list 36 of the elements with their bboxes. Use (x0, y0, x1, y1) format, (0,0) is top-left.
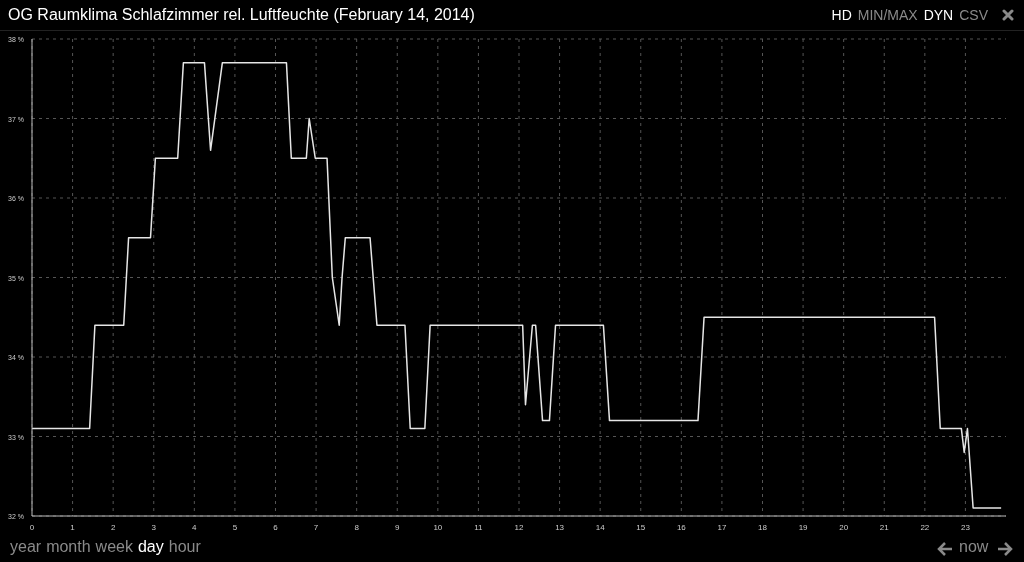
text: now (959, 538, 989, 556)
chart-title: OG Raumklima Schlafzimmer rel. Luftfeuchte (February 14, 2014) (8, 6, 475, 24)
x-tick-label: 2 (110, 522, 116, 532)
x-tick-label: 19 (798, 522, 809, 532)
text: CSV (959, 7, 988, 23)
x-tick-label: 7 (313, 522, 319, 532)
x-tick-label: 14 (595, 522, 606, 532)
text: month (46, 538, 91, 556)
x-tick-label: 9 (395, 522, 401, 532)
x-tick-label: 4 (192, 522, 198, 532)
text: hour (168, 538, 201, 556)
x-tick-label: 17 (717, 522, 727, 532)
x-tick-label: 0 (29, 522, 35, 532)
x-tick-label: 18 (758, 522, 768, 532)
x-tick-label: 3 (151, 522, 157, 532)
x-tick-label: 12 (514, 522, 524, 532)
x-tick-label: 8 (354, 522, 360, 532)
x-tick-label: 13 (555, 522, 565, 532)
text: HD (831, 7, 852, 23)
text: DYN (923, 7, 954, 23)
text: MIN/MAX (857, 7, 918, 23)
x-tick-label: 5 (232, 522, 238, 532)
x-tick-label: 22 (920, 522, 930, 532)
text: year (10, 538, 42, 556)
x-tick-label: 15 (636, 522, 646, 532)
text: week (95, 538, 133, 556)
line-series (32, 62, 1002, 509)
x-tick-label: 16 (676, 522, 687, 532)
x-tick-label: 21 (879, 522, 890, 532)
x-tick-label: 23 (960, 522, 971, 532)
x-tick-label: 11 (474, 522, 484, 532)
x-tick-label: 20 (839, 522, 849, 532)
text: day (137, 538, 164, 556)
x-tick-label: 6 (273, 522, 279, 532)
x-tick-label: 1 (70, 522, 76, 532)
x-tick-label: 10 (433, 522, 443, 532)
